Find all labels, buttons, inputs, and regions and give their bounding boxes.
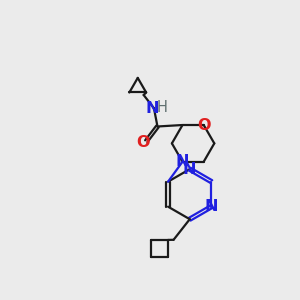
Text: N: N xyxy=(183,162,196,177)
Text: N: N xyxy=(176,154,189,169)
Text: O: O xyxy=(136,135,150,150)
Text: N: N xyxy=(205,199,218,214)
Text: H: H xyxy=(157,100,168,115)
Text: N: N xyxy=(146,101,159,116)
Text: O: O xyxy=(197,118,211,133)
